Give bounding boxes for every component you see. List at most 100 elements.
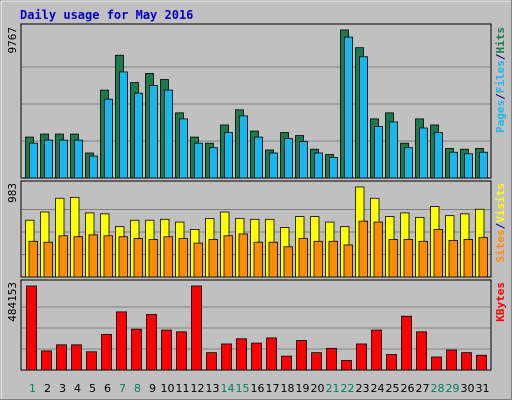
x-tick-day-22: 22 bbox=[341, 382, 355, 395]
bar-kbytes-9 bbox=[146, 314, 157, 371]
x-tick-day-8: 8 bbox=[134, 382, 141, 395]
hits-files-pages-legend-hits: Hits bbox=[494, 27, 507, 54]
x-tick-day-29: 29 bbox=[446, 382, 460, 395]
ymax-label-hits: 9767 bbox=[6, 27, 19, 54]
bar-sites-13 bbox=[208, 239, 218, 278]
bar-files-25 bbox=[389, 121, 398, 179]
bar-files-6 bbox=[104, 98, 113, 179]
bar-kbytes-7 bbox=[116, 311, 127, 371]
visits-sites-legend-visits: Visits bbox=[494, 183, 507, 223]
bar-sites-1 bbox=[28, 240, 38, 278]
bar-kbytes-17 bbox=[266, 337, 277, 371]
bar-kbytes-2 bbox=[41, 350, 52, 371]
kbytes-legend: KBytes bbox=[494, 282, 507, 322]
bar-sites-10 bbox=[163, 236, 173, 278]
x-tick-day-31: 31 bbox=[476, 382, 490, 395]
bar-files-7 bbox=[119, 71, 128, 179]
bar-kbytes-22 bbox=[341, 360, 352, 371]
x-tick-day-6: 6 bbox=[104, 382, 111, 395]
bar-files-19 bbox=[299, 141, 308, 179]
bar-files-5 bbox=[89, 155, 98, 179]
bar-sites-23 bbox=[358, 220, 368, 278]
x-tick-day-27: 27 bbox=[416, 382, 430, 395]
bar-kbytes-24 bbox=[371, 329, 382, 371]
ymax-label-visits: 983 bbox=[6, 183, 19, 203]
bar-sites-17 bbox=[268, 241, 278, 278]
x-tick-day-3: 3 bbox=[59, 382, 66, 395]
x-tick-day-21: 21 bbox=[326, 382, 340, 395]
bar-sites-20 bbox=[313, 240, 323, 278]
x-tick-day-10: 10 bbox=[161, 382, 175, 395]
bar-files-22 bbox=[344, 36, 353, 179]
ymax-label-kbytes: 484153 bbox=[6, 282, 19, 322]
hits-files-pages-legend: Pages/Files/Hits bbox=[494, 27, 507, 133]
bar-sites-2 bbox=[43, 241, 53, 278]
bar-files-20 bbox=[314, 152, 323, 179]
x-tick-day-30: 30 bbox=[461, 382, 475, 395]
bar-sites-3 bbox=[58, 235, 68, 278]
bar-sites-26 bbox=[403, 239, 413, 278]
bar-kbytes-25 bbox=[386, 353, 397, 371]
bar-sites-25 bbox=[388, 239, 398, 278]
bar-files-26 bbox=[404, 147, 413, 179]
x-tick-day-16: 16 bbox=[251, 382, 265, 395]
x-tick-day-28: 28 bbox=[431, 382, 445, 395]
hits-files-pages-legend-separator-2: / bbox=[494, 53, 507, 60]
bar-files-15 bbox=[239, 115, 248, 179]
bar-sites-9 bbox=[148, 239, 158, 278]
x-tick-day-18: 18 bbox=[281, 382, 295, 395]
bar-sites-5 bbox=[88, 234, 98, 278]
kbytes-legend-kbytes: KBytes bbox=[494, 282, 507, 322]
bar-kbytes-23 bbox=[356, 343, 367, 371]
bar-sites-11 bbox=[178, 238, 188, 278]
x-tick-day-24: 24 bbox=[371, 382, 385, 395]
bar-sites-24 bbox=[373, 221, 383, 278]
bar-files-18 bbox=[284, 138, 293, 179]
bar-sites-8 bbox=[133, 238, 143, 278]
bar-files-28 bbox=[434, 132, 443, 179]
bar-sites-30 bbox=[463, 239, 473, 278]
bar-sites-4 bbox=[73, 236, 83, 278]
bar-kbytes-28 bbox=[431, 356, 442, 371]
bar-kbytes-10 bbox=[161, 329, 172, 371]
bar-files-31 bbox=[479, 151, 488, 179]
bar-sites-21 bbox=[328, 240, 338, 278]
bar-files-10 bbox=[164, 89, 173, 179]
hits-files-pages-legend-pages: Pages bbox=[494, 100, 507, 133]
bar-files-30 bbox=[464, 153, 473, 179]
x-tick-day-14: 14 bbox=[221, 382, 235, 395]
bar-kbytes-12 bbox=[191, 285, 202, 371]
visits-sites-legend-sites: Sites bbox=[494, 229, 507, 262]
x-tick-day-19: 19 bbox=[296, 382, 310, 395]
x-tick-day-9: 9 bbox=[149, 382, 156, 395]
bar-sites-31 bbox=[478, 237, 488, 278]
bar-kbytes-11 bbox=[176, 331, 187, 371]
bar-kbytes-26 bbox=[401, 315, 412, 371]
bar-sites-27 bbox=[418, 240, 428, 278]
bar-files-8 bbox=[134, 92, 143, 179]
bar-files-14 bbox=[224, 132, 233, 179]
bar-files-29 bbox=[449, 151, 458, 179]
bar-sites-15 bbox=[238, 233, 248, 278]
bar-sites-29 bbox=[448, 239, 458, 278]
bar-files-24 bbox=[374, 126, 383, 179]
bar-sites-19 bbox=[298, 238, 308, 278]
x-tick-day-20: 20 bbox=[311, 382, 325, 395]
bar-sites-12 bbox=[193, 242, 203, 278]
bar-files-17 bbox=[269, 152, 278, 179]
bar-files-12 bbox=[194, 142, 203, 179]
bar-kbytes-6 bbox=[101, 334, 112, 371]
bar-kbytes-4 bbox=[71, 344, 82, 371]
x-tick-day-23: 23 bbox=[356, 382, 370, 395]
x-tick-day-7: 7 bbox=[119, 382, 126, 395]
bar-kbytes-29 bbox=[446, 349, 457, 371]
hits-files-pages-legend-separator-1: / bbox=[494, 93, 507, 100]
bar-kbytes-19 bbox=[296, 340, 307, 371]
bar-files-2 bbox=[44, 139, 53, 179]
bar-kbytes-18 bbox=[281, 355, 292, 371]
x-tick-day-5: 5 bbox=[89, 382, 96, 395]
bar-files-16 bbox=[254, 136, 263, 179]
bar-files-21 bbox=[329, 157, 338, 179]
bar-kbytes-27 bbox=[416, 331, 427, 371]
bar-kbytes-21 bbox=[326, 347, 337, 371]
